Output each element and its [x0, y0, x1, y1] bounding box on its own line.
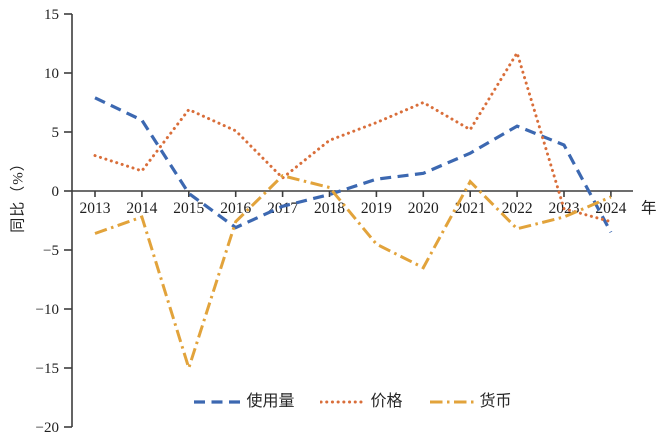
legend-item-price: 价格	[320, 393, 403, 410]
y-tick-label: −10	[36, 302, 59, 318]
legend-label-usage: 使用量	[246, 393, 295, 410]
series-line-1	[93, 49, 613, 224]
series-line-0	[94, 96, 613, 234]
y-tick-label: −5	[43, 243, 59, 259]
y-tick-label: 10	[44, 66, 59, 82]
x-tick-label: 2016	[220, 200, 251, 217]
y-tick-label: 15	[44, 7, 59, 23]
y-tick-label: −20	[36, 420, 59, 436]
y-tick-label: −15	[36, 361, 59, 377]
legend-line-sample-currency	[429, 400, 476, 404]
legend-item-currency: 货币	[429, 394, 512, 410]
y-axis-label: 同比（%）	[10, 155, 27, 233]
legend-line-sample-price	[320, 400, 368, 404]
x-tick-label: 2022	[502, 200, 533, 217]
x-tick-label: 2020	[408, 200, 439, 217]
y-tick-label: 5	[52, 125, 60, 141]
legend-line-sample-usage	[194, 400, 243, 404]
x-tick-label: 2018	[314, 200, 345, 217]
y-tick-label: 0	[52, 184, 60, 200]
legend: 使用量 价格 货币	[72, 394, 633, 410]
legend-label-price: 价格	[370, 393, 403, 410]
x-tick-label: 2017	[267, 200, 298, 217]
legend-label-currency: 货币	[479, 393, 512, 410]
x-tick-label: 2021	[455, 200, 486, 217]
x-tick-label: 2019	[361, 200, 392, 217]
x-tick-label: 2015	[173, 200, 204, 217]
x-tick-label: 2013	[80, 200, 111, 217]
x-axis-unit-label: 年	[641, 199, 657, 217]
x-tick-label: 2014	[126, 200, 157, 217]
series-line-2	[94, 174, 612, 373]
legend-item-usage: 使用量	[193, 394, 294, 410]
x-tick-label: 2024	[595, 200, 626, 217]
